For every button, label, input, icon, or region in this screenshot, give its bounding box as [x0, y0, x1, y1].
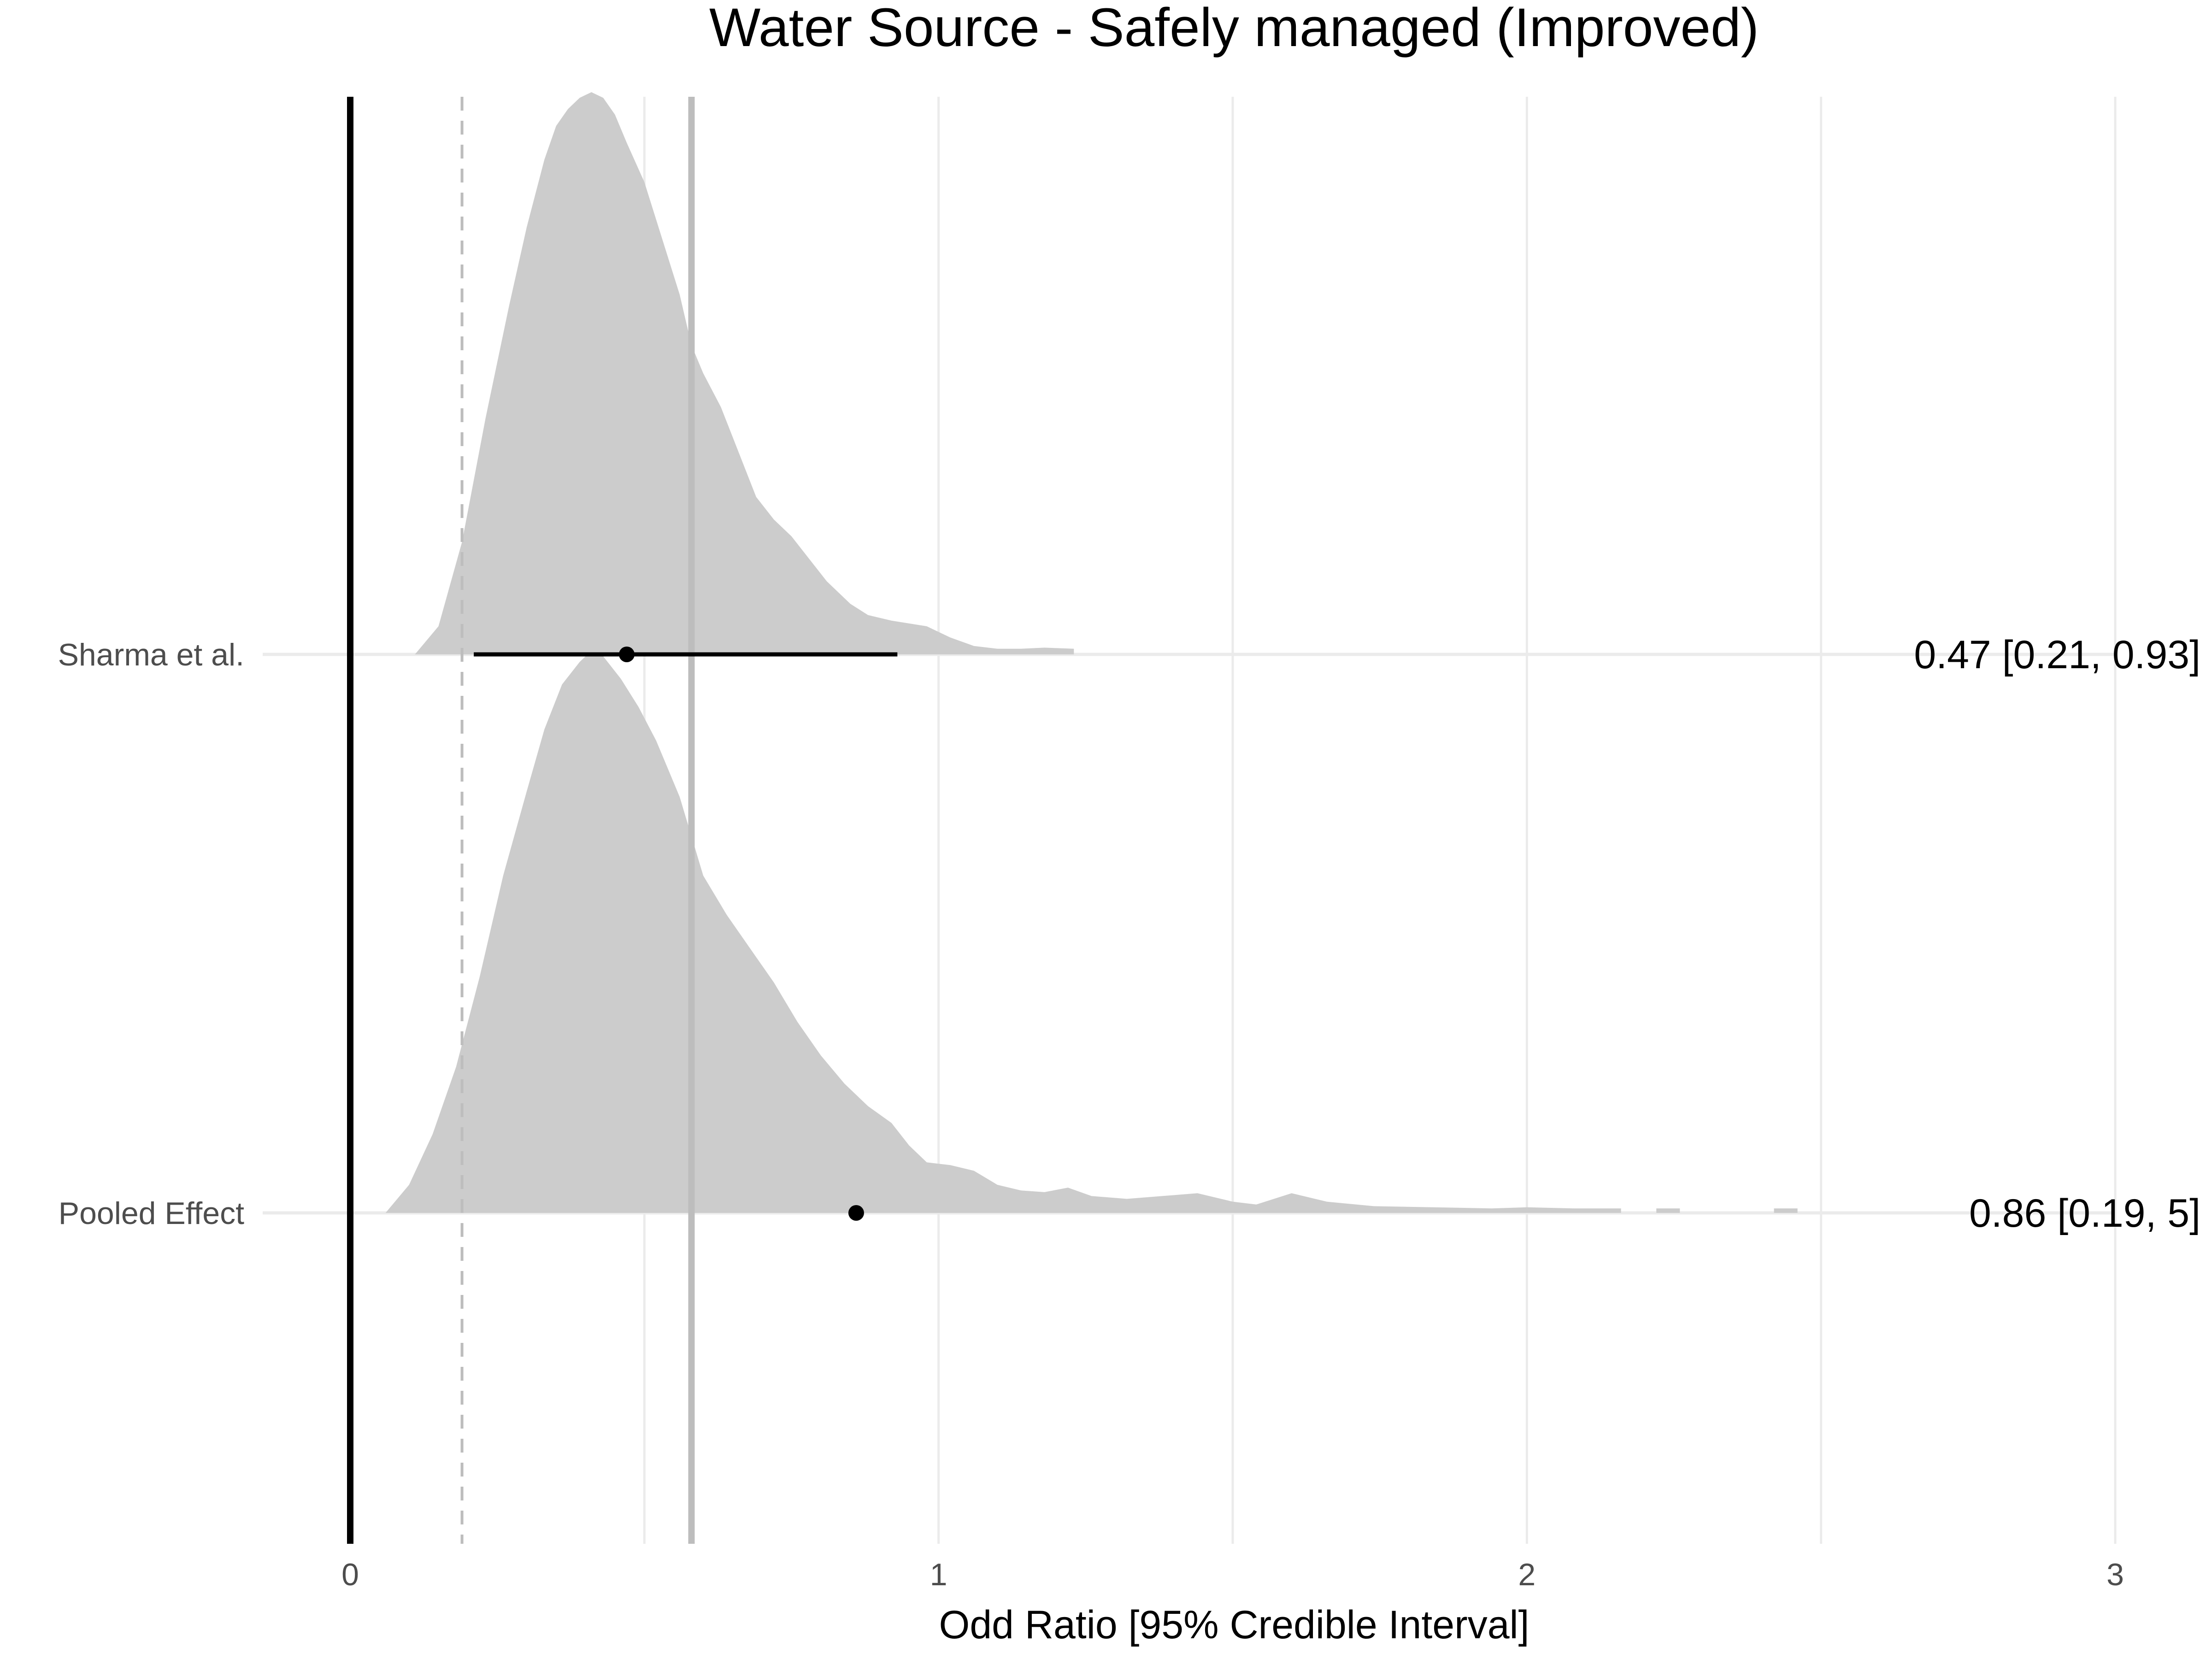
density-ridge [415, 92, 1074, 654]
density-layer [385, 92, 1798, 1213]
estimate-label: 0.86 [0.19, 5] [1969, 1191, 2200, 1235]
estimate-labels: 0.47 [0.21, 0.93] 0.86 [0.19, 5] [1914, 633, 2200, 1235]
y-axis-labels: Sharma et al. Pooled Effect [58, 637, 245, 1231]
x-tick-label: 1 [930, 1557, 947, 1592]
point-estimate [848, 1205, 864, 1221]
y-tick-label: Sharma et al. [58, 637, 244, 672]
reference-lines [347, 97, 695, 1544]
estimate-label: 0.47 [0.21, 0.93] [1914, 633, 2200, 677]
point-estimate [619, 647, 635, 662]
chart-title: Water Source - Safely managed (Improved) [709, 0, 1759, 58]
x-axis-title: Odd Ratio [95% Credible Interval] [939, 1603, 1529, 1647]
x-tick-label: 3 [2106, 1557, 2124, 1592]
y-tick-label: Pooled Effect [59, 1196, 244, 1231]
interval-layer [474, 647, 898, 1221]
density-ridge [385, 651, 1798, 1213]
x-tick-label: 0 [341, 1557, 359, 1592]
x-axis-ticks: 0 1 2 3 [341, 1557, 2124, 1592]
x-tick-label: 2 [1518, 1557, 1535, 1592]
